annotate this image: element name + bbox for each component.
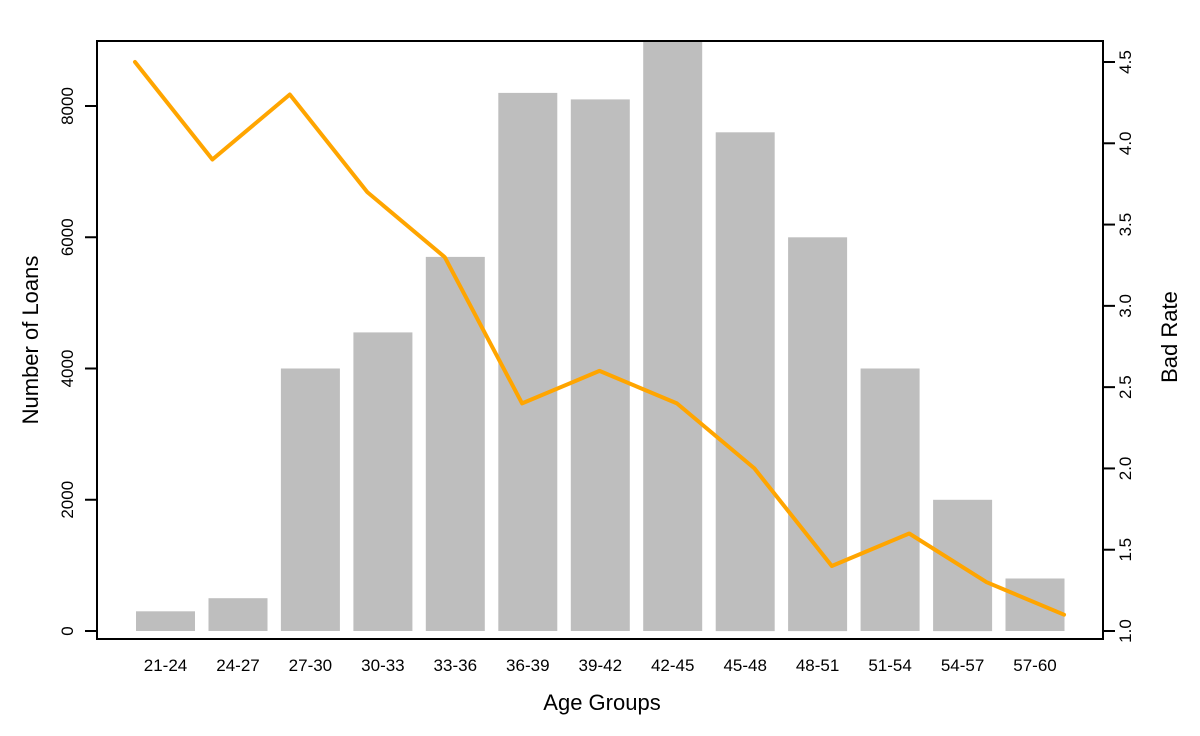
x-tick-label: 21-24: [144, 656, 187, 675]
bar-21-24: [136, 611, 195, 631]
bar-27-30: [280, 368, 340, 631]
bar-51-54: [860, 368, 920, 631]
y-left-tick-label: 6000: [58, 218, 77, 256]
bar-30-33: [353, 332, 413, 631]
y-left-tick-label: 8000: [58, 87, 77, 125]
plot-box: [96, 40, 1104, 640]
y-right-tick-label: 3.0: [1116, 294, 1135, 318]
x-tick-label: 48-51: [796, 656, 839, 675]
x-tick-label: 27-30: [289, 656, 332, 675]
y-left-tick-label: 0: [58, 626, 77, 635]
y-right-axis-title: Bad Rate: [1157, 291, 1182, 383]
y-right-tick-label: 3.5: [1116, 213, 1135, 237]
bar-24-27: [208, 598, 268, 631]
y-left-axis-title: Number of Loans: [18, 256, 43, 425]
y-left-tick-label: 4000: [58, 350, 77, 388]
bar-42-45: [643, 40, 703, 631]
y-right-tick-label: 4.5: [1116, 50, 1135, 74]
x-tick-label: 51-54: [868, 656, 911, 675]
bar-57-60: [1005, 578, 1065, 631]
y-right-tick-label: 2.5: [1116, 375, 1135, 399]
x-tick-label: 39-42: [579, 656, 622, 675]
bar-33-36: [425, 256, 485, 631]
x-tick-label: 33-36: [434, 656, 477, 675]
y-right-tick-label: 1.5: [1116, 538, 1135, 562]
y-right-tick-label: 4.0: [1116, 131, 1135, 155]
y-right-tick-label: 2.0: [1116, 457, 1135, 481]
bar-39-42: [570, 99, 630, 631]
x-tick-label: 36-39: [506, 656, 549, 675]
y-left-tick-label: 2000: [58, 481, 77, 519]
x-tick-label: 54-57: [941, 656, 984, 675]
x-axis-title: Age Groups: [543, 690, 660, 715]
x-tick-label: 45-48: [723, 656, 766, 675]
bad-rate-line: [133, 60, 1066, 617]
x-tick-label: 42-45: [651, 656, 694, 675]
bar-36-39: [498, 92, 558, 631]
bar-45-48: [715, 132, 775, 632]
x-tick-label: 24-27: [216, 656, 259, 675]
x-tick-label: 57-60: [1013, 656, 1056, 675]
bar-48-51: [788, 237, 848, 632]
x-tick-label: 30-33: [361, 656, 404, 675]
y-right-tick-label: 1.0: [1116, 619, 1135, 643]
